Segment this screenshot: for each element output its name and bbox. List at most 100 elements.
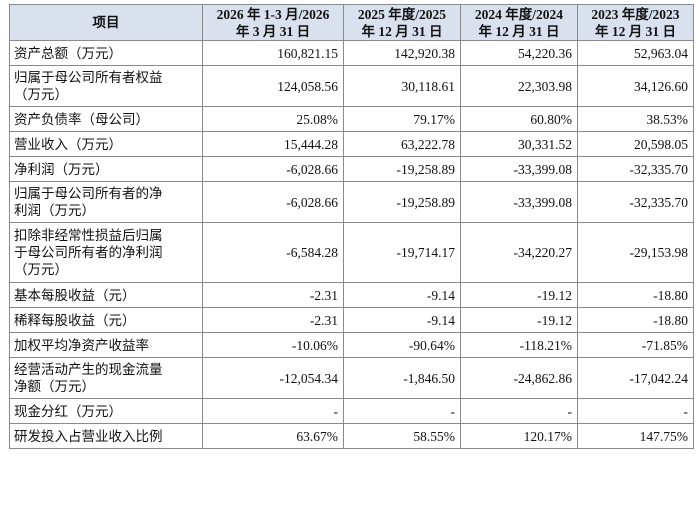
row-label-line: 营业收入（万元） bbox=[14, 136, 122, 152]
cell-value: -6,584.28 bbox=[202, 222, 344, 283]
cell-value: -19.12 bbox=[460, 282, 578, 308]
table-row: 资产负债率（母公司） 25.08% 79.17% 60.80% 38.53% bbox=[9, 106, 694, 132]
table-row: 基本每股收益（元） -2.31 -9.14 -19.12 -18.80 bbox=[9, 282, 694, 308]
table-row: 扣除非经常性损益后归属 于母公司所有者的净利润 （万元） -6,584.28 -19,7… bbox=[9, 222, 694, 283]
cell-value: 58.55% bbox=[343, 423, 461, 449]
header-col-2023-line1: 2023 年度/2023 bbox=[591, 6, 680, 22]
cell-value: -90.64% bbox=[343, 332, 461, 358]
table-row: 归属于母公司所有者权益 （万元） 124,058.56 30,118.61 22,303… bbox=[9, 65, 694, 107]
row-label: 基本每股收益（元） bbox=[9, 282, 203, 308]
cell-value: - bbox=[577, 398, 694, 424]
cell-value: 30,331.52 bbox=[460, 131, 578, 157]
cell-value: -19,714.17 bbox=[343, 222, 461, 283]
row-label: 经营活动产生的现金流量 净额（万元） bbox=[9, 357, 203, 399]
row-label-line: 基本每股收益（元） bbox=[14, 287, 136, 303]
row-label: 归属于母公司所有者的净 利润（万元） bbox=[9, 181, 203, 223]
cell-value: -9.14 bbox=[343, 307, 461, 333]
table-header: 项目 2026 年 1-3 月/2026 年 3 月 31 日 2025 年度/… bbox=[9, 4, 694, 41]
header-col-2026q1-line1: 2026 年 1-3 月/2026 bbox=[216, 6, 330, 22]
cell-value: 22,303.98 bbox=[460, 65, 578, 107]
row-label-line: （万元） bbox=[14, 262, 68, 277]
row-label: 归属于母公司所有者权益 （万元） bbox=[9, 65, 203, 107]
cell-value: 20,598.05 bbox=[577, 131, 694, 157]
header-col-2025: 2025 年度/2025 年 12 月 31 日 bbox=[343, 4, 461, 41]
cell-value: -9.14 bbox=[343, 282, 461, 308]
header-col-2023-line2: 年 12 月 31 日 bbox=[595, 23, 676, 39]
cell-value: - bbox=[202, 398, 344, 424]
row-label-line: 利润（万元） bbox=[14, 203, 95, 218]
cell-value: - bbox=[343, 398, 461, 424]
header-row: 项目 2026 年 1-3 月/2026 年 3 月 31 日 2025 年度/… bbox=[9, 4, 694, 41]
cell-value: 25.08% bbox=[202, 106, 344, 132]
cell-value: 54,220.36 bbox=[460, 40, 578, 66]
cell-value: -6,028.66 bbox=[202, 156, 344, 182]
cell-value: 15,444.28 bbox=[202, 131, 344, 157]
cell-value: -19,258.89 bbox=[343, 156, 461, 182]
cell-value: -33,399.08 bbox=[460, 156, 578, 182]
row-label-line: 净额（万元） bbox=[14, 379, 95, 394]
cell-value: 52,963.04 bbox=[577, 40, 694, 66]
cell-value: 142,920.38 bbox=[343, 40, 461, 66]
financial-data-table: 项目 2026 年 1-3 月/2026 年 3 月 31 日 2025 年度/… bbox=[9, 4, 694, 449]
row-label-line: 资产总额（万元） bbox=[14, 45, 122, 61]
row-label-line: 资产负债率（母公司） bbox=[14, 111, 149, 127]
row-label-line: 稀释每股收益（元） bbox=[14, 312, 136, 328]
row-label: 加权平均净资产收益率 bbox=[9, 332, 203, 358]
cell-value: -17,042.24 bbox=[577, 357, 694, 399]
table-row: 研发投入占营业收入比例 63.67% 58.55% 120.17% 147.75% bbox=[9, 423, 694, 449]
row-label-line: 经营活动产生的现金流量 bbox=[14, 362, 163, 377]
cell-value: -6,028.66 bbox=[202, 181, 344, 223]
table-row: 经营活动产生的现金流量 净额（万元） -12,054.34 -1,846.50 -24,… bbox=[9, 357, 694, 399]
cell-value: 120.17% bbox=[460, 423, 578, 449]
cell-value: -19.12 bbox=[460, 307, 578, 333]
cell-value: 30,118.61 bbox=[343, 65, 461, 107]
cell-value: -18.80 bbox=[577, 307, 694, 333]
cell-value: 34,126.60 bbox=[577, 65, 694, 107]
row-label-line: 归属于母公司所有者权益 bbox=[14, 70, 163, 85]
table-row: 加权平均净资产收益率 -10.06% -90.64% -118.21% -71.85% bbox=[9, 332, 694, 358]
cell-value: -32,335.70 bbox=[577, 156, 694, 182]
row-label: 营业收入（万元） bbox=[9, 131, 203, 157]
cell-value: -118.21% bbox=[460, 332, 578, 358]
row-label: 扣除非经常性损益后归属 于母公司所有者的净利润 （万元） bbox=[9, 222, 203, 283]
cell-value: 38.53% bbox=[577, 106, 694, 132]
row-label: 资产总额（万元） bbox=[9, 40, 203, 66]
cell-value: -12,054.34 bbox=[202, 357, 344, 399]
row-label: 研发投入占营业收入比例 bbox=[9, 423, 203, 449]
cell-value: -71.85% bbox=[577, 332, 694, 358]
header-col-2025-line2: 年 12 月 31 日 bbox=[361, 23, 443, 39]
cell-value: -10.06% bbox=[202, 332, 344, 358]
cell-value: 63.67% bbox=[202, 423, 344, 449]
row-label: 资产负债率（母公司） bbox=[9, 106, 203, 132]
cell-value: -1,846.50 bbox=[343, 357, 461, 399]
header-item: 项目 bbox=[9, 4, 203, 41]
table-row: 净利润（万元） -6,028.66 -19,258.89 -33,399.08 -32,… bbox=[9, 156, 694, 182]
cell-value: -2.31 bbox=[202, 282, 344, 308]
header-col-2024-line1: 2024 年度/2024 bbox=[474, 6, 564, 22]
cell-value: 147.75% bbox=[577, 423, 694, 449]
header-col-2024: 2024 年度/2024 年 12 月 31 日 bbox=[460, 4, 578, 41]
header-col-2026q1: 2026 年 1-3 月/2026 年 3 月 31 日 bbox=[202, 4, 344, 41]
table-row: 现金分红（万元） - - - - bbox=[9, 398, 694, 424]
row-label: 净利润（万元） bbox=[9, 156, 203, 182]
row-label-line: 净利润（万元） bbox=[14, 161, 109, 177]
cell-value: -33,399.08 bbox=[460, 181, 578, 223]
cell-value: -29,153.98 bbox=[577, 222, 694, 283]
row-label: 现金分红（万元） bbox=[9, 398, 203, 424]
row-label-line: 加权平均净资产收益率 bbox=[14, 337, 149, 353]
row-label-line: 于母公司所有者的净利润 bbox=[14, 245, 163, 260]
header-col-2024-line2: 年 12 月 31 日 bbox=[478, 23, 560, 39]
cell-value: 124,058.56 bbox=[202, 65, 344, 107]
header-col-2026q1-line2: 年 3 月 31 日 bbox=[235, 23, 311, 39]
cell-value: - bbox=[460, 398, 578, 424]
cell-value: -19,258.89 bbox=[343, 181, 461, 223]
header-item-text: 项目 bbox=[92, 15, 120, 30]
cell-value: -24,862.86 bbox=[460, 357, 578, 399]
table-row: 归属于母公司所有者的净 利润（万元） -6,028.66 -19,258.89 -33,… bbox=[9, 181, 694, 223]
row-label-line: 现金分红（万元） bbox=[14, 403, 122, 419]
cell-value: 60.80% bbox=[460, 106, 578, 132]
table-row: 资产总额（万元） 160,821.15 142,920.38 54,220.36 52,… bbox=[9, 40, 694, 66]
cell-value: -18.80 bbox=[577, 282, 694, 308]
cell-value: -34,220.27 bbox=[460, 222, 578, 283]
